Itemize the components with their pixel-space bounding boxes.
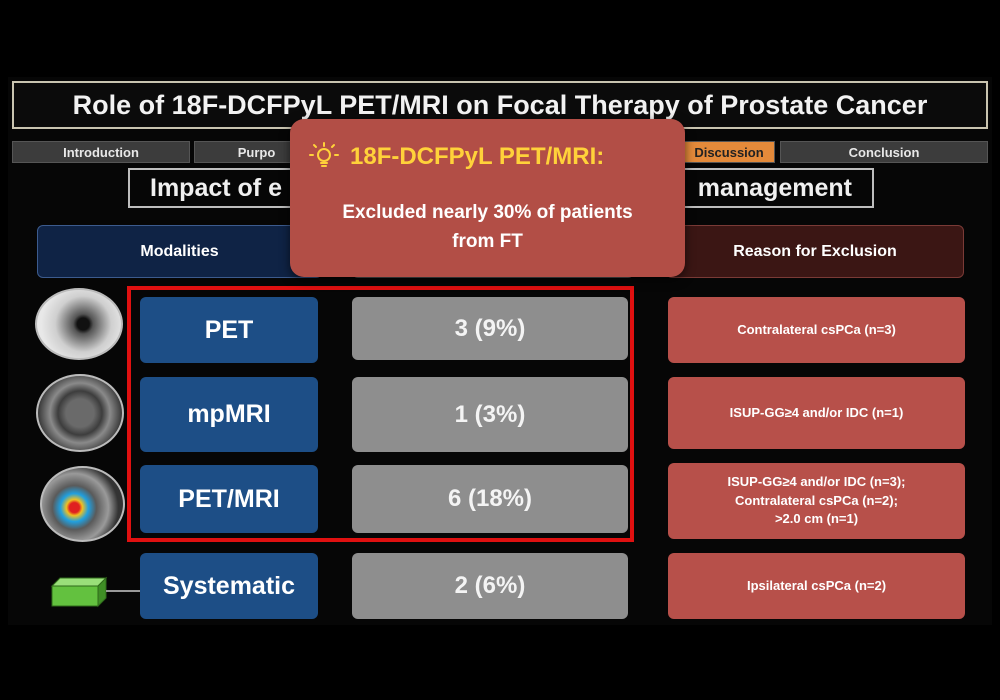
popup-body: Excluded nearly 30% of patients from FT (290, 199, 685, 256)
value-pet: 3 (9%) (352, 297, 628, 360)
reason-pet-mri-line-2: Contralateral csPCa (n=2); (735, 492, 898, 508)
connector-line (106, 590, 140, 592)
popup-title: 18F-DCFPyL PET/MRI: (308, 141, 604, 173)
reason-header: Reason for Exclusion (666, 225, 964, 278)
slide-title: Role of 18F-DCFPyL PET/MRI on Focal Ther… (12, 81, 988, 129)
reason-pet-mri-line-3: >2.0 cm (n=1) (774, 511, 859, 527)
reason-pet: Contralateral csPCa (n=3) (668, 297, 965, 363)
value-systematic: 2 (6%) (352, 553, 628, 619)
popup-line-2: from FT (452, 230, 523, 252)
modality-pet: PET (140, 297, 318, 363)
reason-pet-mri-line-1: ISUP-GG≥4 and/or IDC (n=3); (727, 473, 906, 489)
reason-systematic: Ipsilateral csPCa (n=2) (668, 553, 965, 619)
value-mpmri: 1 (3%) (352, 377, 628, 452)
lightbulb-icon (309, 142, 339, 167)
reason-pet-mri: ISUP-GG≥4 and/or IDC (n=3); Contralatera… (668, 463, 965, 539)
subtitle-left-text: Impact of e (150, 173, 282, 202)
pet-mri-scan-thumbnail (40, 466, 125, 542)
popup-callout: 18F-DCFPyL PET/MRI: Excluded nearly 30% … (290, 119, 685, 277)
modality-mpmri: mpMRI (140, 377, 318, 452)
modality-systematic: Systematic (140, 553, 318, 619)
tab-introduction[interactable]: Introduction (12, 141, 190, 163)
reason-mpmri: ISUP-GG≥4 and/or IDC (n=1) (668, 377, 965, 449)
tab-discussion[interactable]: Discussion (683, 141, 775, 163)
popup-line-1: Excluded nearly 30% of patients (342, 202, 633, 223)
subtitle-right-text: management (697, 173, 852, 202)
value-pet-mri: 6 (18%) (352, 465, 628, 533)
modality-pet-mri: PET/MRI (140, 465, 318, 533)
mpmri-scan-thumbnail (36, 374, 124, 452)
pet-scan-thumbnail (35, 288, 123, 360)
popup-title-text: 18F-DCFPyL PET/MRI: (350, 143, 605, 170)
modalities-header: Modalities (37, 225, 322, 278)
tab-conclusion[interactable]: Conclusion (780, 141, 988, 163)
cube-icon (50, 576, 108, 608)
